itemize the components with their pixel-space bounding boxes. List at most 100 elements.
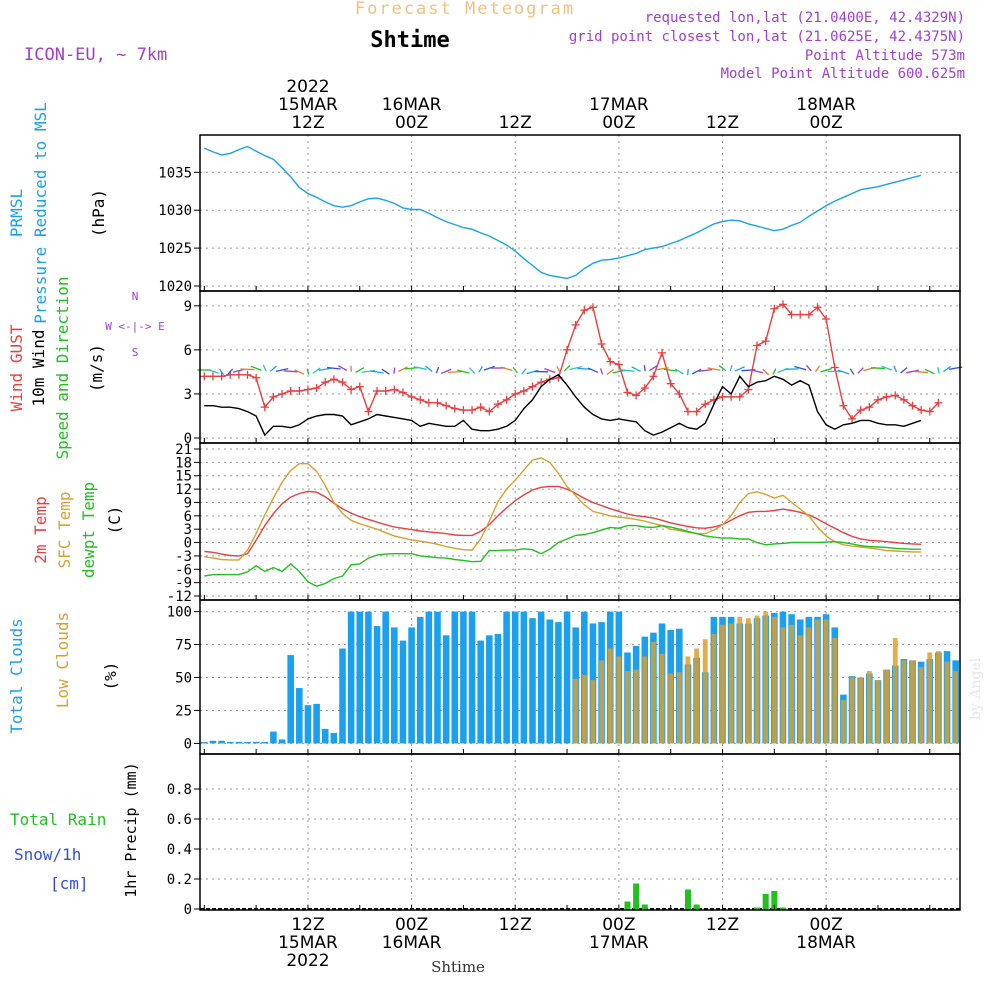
low-cloud-bar: [702, 639, 708, 744]
wind-gust-marker: [917, 406, 926, 415]
temperature-ytick-label: 0: [184, 536, 192, 552]
wind-gust-marker: [597, 340, 606, 348]
wind-gust-marker: [286, 387, 295, 395]
wind-gust-marker: [442, 401, 451, 410]
total-cloud-bar: [408, 627, 415, 744]
wind-gust-marker: [243, 370, 252, 379]
total-cloud-bar: [209, 740, 217, 744]
low-cloud-bar: [650, 641, 656, 744]
wind-gust-marker: [787, 310, 796, 319]
wind-direction-arrow: [327, 366, 341, 370]
wind-gust-marker: [658, 348, 667, 357]
total-cloud-bar: [546, 619, 554, 744]
temp-line-dewpt-temp: [204, 524, 922, 587]
wind-gust-marker: [666, 379, 675, 388]
total-cloud-bar: [218, 740, 225, 744]
top-time-label: 00Z: [395, 113, 428, 133]
pressure-label-2: Pressure Reduced to MSL: [31, 102, 50, 324]
total-cloud-bar: [503, 611, 510, 744]
wind-direction-arrow: [500, 366, 513, 372]
wind-direction-arrow: [521, 368, 527, 375]
wind-direction-arrow: [294, 369, 305, 375]
top-time-label: 12Z: [291, 113, 324, 133]
wind-gust-marker: [373, 387, 382, 395]
wind-direction-arrow: [207, 368, 219, 374]
total-cloud-bar: [278, 739, 286, 744]
total-cloud-bar: [425, 611, 433, 744]
wind-gust-marker: [312, 384, 321, 393]
pressure-line: [204, 145, 922, 280]
wind-direction-arrow: [526, 369, 539, 375]
total-cloud-bar: [356, 611, 364, 744]
rain-bar: [641, 904, 648, 909]
total-cloud-bar: [382, 611, 389, 744]
axis-layer: 10201025103010350369-12-9-6-303691215182…: [158, 134, 961, 918]
wind-direction-arrow: [631, 366, 641, 373]
wind-gust-marker: [329, 375, 338, 384]
total-cloud-bar: [226, 741, 234, 744]
temp-label-sfc: SFC Temp: [55, 491, 74, 568]
total-cloud-bar: [477, 640, 484, 744]
wind-direction-arrow: [240, 368, 255, 371]
low-cloud-bar: [685, 656, 691, 744]
wind-direction-arrow: [478, 365, 483, 373]
wind-gust-marker: [234, 370, 243, 379]
temp-units: (C): [105, 506, 124, 535]
wind-direction-arrow: [729, 364, 733, 372]
wind-gust-marker: [364, 407, 373, 416]
cloud-label-total: Total Clouds: [7, 618, 26, 734]
wind-direction-arrow: [606, 368, 615, 376]
wind-direction-arrow: [794, 365, 807, 371]
wind-direction-arrow: [269, 365, 277, 372]
total-cloud-bar: [252, 741, 260, 744]
total-cloud-bar: [201, 741, 208, 744]
wind-gust-marker: [632, 391, 641, 400]
low-cloud-bar: [720, 624, 725, 744]
wind-direction-arrow: [227, 368, 234, 375]
total-cloud-bar: [296, 688, 303, 744]
wind-direction-arrow: [814, 365, 821, 373]
wind-gust-marker: [416, 395, 425, 404]
wind-gust-marker: [407, 392, 416, 401]
bottom-time-label: 18MAR: [796, 933, 856, 953]
wind-gust-marker: [813, 303, 822, 312]
wind-direction-arrow: [355, 367, 365, 374]
app-title: Forecast Meteogram: [355, 0, 575, 19]
low-cloud-bar: [642, 656, 648, 744]
cloud-label-low: Low Clouds: [53, 612, 72, 708]
bottom-time-label: 12Z: [499, 915, 532, 935]
wind-gust-marker: [321, 378, 330, 387]
precip-ytick-label: 0.4: [167, 842, 192, 858]
wind-direction-arrow: [219, 368, 225, 376]
wind-gust-marker: [761, 337, 770, 346]
top-time-label: 18MAR: [796, 95, 856, 115]
wind-direction-arrow: [337, 365, 348, 371]
bottom-time-label: 00Z: [395, 915, 428, 935]
precip-ytick-label: 0: [184, 902, 192, 918]
low-cloud-bar: [944, 661, 950, 744]
pressure-units: (hPa): [89, 189, 108, 237]
low-cloud-bar: [884, 669, 890, 744]
wind-gust-marker: [908, 401, 917, 410]
compass-south: S: [132, 346, 139, 359]
wind-gust-marker: [735, 392, 744, 401]
temperature-ytick-label: 12: [175, 482, 192, 498]
top-time-label: 00Z: [602, 113, 635, 133]
wind-gust-marker: [934, 398, 943, 407]
pressure-label-1: PRMSL: [7, 189, 26, 237]
wind-direction-arrow: [306, 368, 310, 375]
wind-gust-marker: [839, 401, 848, 410]
wind-direction-arrow: [762, 368, 770, 376]
low-cloud-bar: [668, 673, 674, 744]
wind-gust-marker: [623, 388, 632, 397]
wind-direction-arrow: [250, 365, 262, 371]
total-cloud-bar: [460, 611, 467, 744]
low-cloud-bar: [754, 615, 760, 744]
wind-gust-marker: [519, 387, 528, 395]
wind-gust-marker: [493, 400, 502, 409]
low-cloud-bar: [573, 678, 579, 744]
wind-gust-marker: [459, 406, 468, 415]
total-cloud-bar: [520, 611, 528, 744]
wind-gust-marker: [252, 373, 261, 382]
model-altitude: Model Point Altitude 600.625m: [721, 66, 965, 82]
